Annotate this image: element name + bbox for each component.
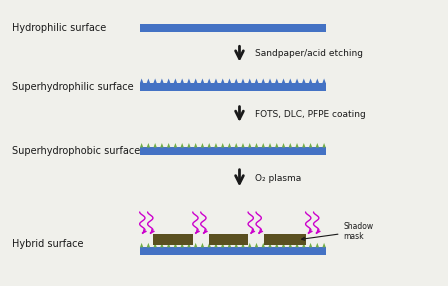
Polygon shape	[160, 143, 164, 148]
Polygon shape	[181, 143, 184, 148]
Bar	[153, 235, 193, 245]
Polygon shape	[282, 143, 285, 148]
Polygon shape	[146, 243, 150, 247]
Polygon shape	[140, 143, 143, 148]
Polygon shape	[235, 78, 238, 83]
Polygon shape	[255, 243, 258, 247]
Polygon shape	[255, 78, 258, 83]
Polygon shape	[268, 243, 271, 247]
Polygon shape	[207, 243, 211, 247]
Polygon shape	[160, 243, 164, 247]
Polygon shape	[146, 78, 150, 83]
Polygon shape	[154, 243, 157, 247]
Polygon shape	[174, 143, 177, 148]
Polygon shape	[221, 243, 224, 247]
Polygon shape	[302, 143, 306, 148]
Polygon shape	[282, 78, 285, 83]
Polygon shape	[167, 243, 170, 247]
Polygon shape	[289, 243, 292, 247]
Polygon shape	[187, 143, 190, 148]
Polygon shape	[275, 243, 279, 247]
Polygon shape	[194, 243, 198, 247]
Text: O₂ plasma: O₂ plasma	[255, 174, 301, 182]
Polygon shape	[316, 243, 319, 247]
Polygon shape	[275, 143, 279, 148]
Bar	[208, 235, 248, 245]
Polygon shape	[140, 78, 143, 83]
Polygon shape	[323, 78, 326, 83]
Text: Superhydrophobic surface: Superhydrophobic surface	[12, 146, 140, 156]
Polygon shape	[201, 143, 204, 148]
Polygon shape	[214, 78, 218, 83]
Polygon shape	[174, 78, 177, 83]
Polygon shape	[140, 243, 143, 247]
Polygon shape	[214, 243, 218, 247]
Polygon shape	[221, 143, 224, 148]
Polygon shape	[146, 143, 150, 148]
Polygon shape	[207, 78, 211, 83]
Polygon shape	[302, 243, 306, 247]
Polygon shape	[295, 78, 299, 83]
Bar	[140, 83, 326, 91]
Bar	[140, 24, 326, 32]
Polygon shape	[302, 78, 306, 83]
Polygon shape	[289, 143, 292, 148]
Polygon shape	[221, 78, 224, 83]
Polygon shape	[228, 78, 231, 83]
Polygon shape	[187, 78, 190, 83]
Polygon shape	[248, 243, 251, 247]
Polygon shape	[235, 143, 238, 148]
Text: Hybrid surface: Hybrid surface	[12, 239, 83, 249]
Polygon shape	[154, 143, 157, 148]
Polygon shape	[262, 78, 265, 83]
Polygon shape	[316, 143, 319, 148]
Text: Hydrophilic surface: Hydrophilic surface	[12, 23, 106, 33]
Polygon shape	[323, 243, 326, 247]
Polygon shape	[194, 78, 198, 83]
Polygon shape	[323, 143, 326, 148]
Polygon shape	[268, 143, 271, 148]
Polygon shape	[167, 143, 170, 148]
Bar	[264, 235, 306, 245]
Polygon shape	[282, 243, 285, 247]
Polygon shape	[228, 143, 231, 148]
Polygon shape	[160, 78, 164, 83]
Polygon shape	[174, 243, 177, 247]
Polygon shape	[207, 143, 211, 148]
Polygon shape	[187, 243, 190, 247]
Polygon shape	[154, 78, 157, 83]
Text: FOTS, DLC, PFPE coating: FOTS, DLC, PFPE coating	[255, 110, 366, 119]
Polygon shape	[295, 243, 299, 247]
Polygon shape	[309, 143, 312, 148]
Polygon shape	[289, 78, 292, 83]
Polygon shape	[194, 143, 198, 148]
Bar	[140, 247, 326, 255]
Polygon shape	[262, 243, 265, 247]
Polygon shape	[309, 243, 312, 247]
Text: Sandpaper/acid etching: Sandpaper/acid etching	[255, 49, 363, 58]
Polygon shape	[248, 78, 251, 83]
Polygon shape	[228, 243, 231, 247]
Bar	[140, 148, 326, 155]
Polygon shape	[248, 143, 251, 148]
Polygon shape	[235, 243, 238, 247]
Polygon shape	[275, 78, 279, 83]
Text: Shadow
mask: Shadow mask	[302, 222, 374, 241]
Polygon shape	[201, 243, 204, 247]
Polygon shape	[181, 78, 184, 83]
Polygon shape	[181, 243, 184, 247]
Polygon shape	[255, 143, 258, 148]
Polygon shape	[262, 143, 265, 148]
Text: Superhydrophilic surface: Superhydrophilic surface	[12, 82, 133, 92]
Polygon shape	[316, 78, 319, 83]
Polygon shape	[295, 143, 299, 148]
Polygon shape	[167, 78, 170, 83]
Polygon shape	[201, 78, 204, 83]
Polygon shape	[268, 78, 271, 83]
Polygon shape	[214, 143, 218, 148]
Polygon shape	[241, 143, 245, 148]
Polygon shape	[309, 78, 312, 83]
Polygon shape	[241, 243, 245, 247]
Polygon shape	[241, 78, 245, 83]
